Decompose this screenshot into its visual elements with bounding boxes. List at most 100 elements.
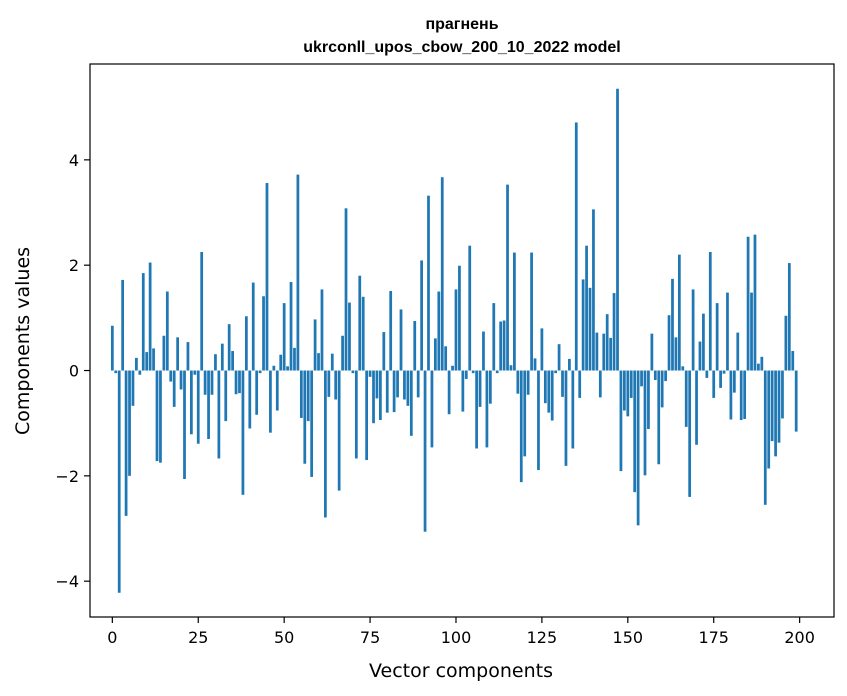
bar-component-152 (633, 370, 637, 493)
bar-component-191 (767, 370, 771, 469)
bar-component-57 (306, 370, 310, 422)
bar-component-36 (234, 370, 238, 395)
bar-component-141 (595, 332, 599, 371)
bar-component-162 (667, 315, 671, 371)
bar-component-164 (674, 337, 678, 371)
y-tick-label: −2 (55, 467, 79, 486)
bar-component-108 (482, 331, 485, 371)
bar-component-139 (588, 287, 592, 371)
bar-component-37 (238, 370, 241, 394)
bar-component-146 (612, 293, 616, 371)
bar-component-33 (224, 370, 228, 422)
bar-component-81 (389, 290, 393, 371)
x-axis-label: Vector components (369, 660, 553, 682)
x-tick-label: 125 (527, 628, 558, 647)
bar-component-151 (629, 370, 633, 398)
bar-component-0 (110, 325, 114, 371)
bar-component-52 (289, 282, 293, 371)
bar-component-107 (478, 370, 482, 407)
bar-component-25 (196, 370, 200, 444)
bar-component-90 (420, 260, 423, 371)
bar-component-182 (736, 332, 740, 371)
bar-component-137 (581, 279, 585, 371)
bar-component-38 (241, 370, 245, 495)
bar-component-96 (440, 177, 444, 371)
bar-component-21 (183, 370, 186, 480)
bar-component-88 (413, 321, 417, 371)
bar-component-120 (523, 370, 527, 457)
bar-component-113 (499, 321, 503, 371)
bar-component-91 (423, 370, 427, 532)
bar-component-181 (732, 370, 736, 393)
bar-component-192 (770, 370, 774, 442)
bar-component-132 (564, 370, 568, 466)
bar-component-27 (203, 370, 207, 395)
bar-component-98 (447, 370, 451, 415)
bar-component-187 (753, 234, 757, 371)
bar-component-61 (320, 289, 324, 371)
bar-component-110 (488, 370, 492, 404)
bar-component-116 (509, 365, 513, 371)
bar-component-157 (650, 333, 654, 371)
x-tick-label: 0 (107, 628, 117, 647)
bar-component-160 (660, 370, 664, 408)
bar-component-93 (430, 370, 434, 448)
bar-component-155 (643, 370, 647, 476)
x-tick-label: 150 (613, 628, 644, 647)
bar-component-54 (296, 174, 300, 371)
bar-component-86 (406, 370, 410, 406)
bar-component-48 (275, 370, 279, 411)
bar-component-156 (647, 370, 650, 429)
bar-component-4 (124, 370, 128, 516)
bar-component-174 (708, 252, 712, 371)
bar-component-165 (677, 254, 681, 371)
bar-component-199 (794, 370, 798, 432)
bar-component-80 (385, 370, 389, 413)
bar-component-39 (244, 316, 248, 371)
bar-component-166 (681, 366, 685, 371)
bar-component-133 (568, 358, 571, 371)
bar-component-128 (550, 370, 554, 421)
bar-component-170 (695, 370, 698, 445)
bar-component-180 (729, 370, 733, 420)
bar-component-67 (341, 335, 344, 371)
bar-component-112 (495, 370, 499, 374)
bar-component-124 (537, 370, 540, 471)
bar-component-79 (382, 332, 386, 371)
bar-component-65 (334, 370, 338, 400)
bar-component-94 (433, 338, 437, 371)
bar-component-20 (179, 370, 183, 390)
bar-component-172 (702, 313, 705, 371)
bar-component-69 (348, 302, 351, 371)
bar-component-16 (165, 291, 169, 371)
bar-component-83 (396, 370, 399, 398)
bar-component-46 (269, 370, 272, 433)
bar-component-153 (636, 370, 640, 526)
bar-component-136 (578, 370, 582, 398)
bar-component-186 (750, 292, 753, 371)
bar-component-11 (148, 262, 152, 371)
bar-component-167 (684, 370, 688, 427)
bar-component-82 (392, 370, 396, 413)
bar-component-77 (375, 370, 379, 399)
bar-component-114 (502, 320, 506, 371)
bar-component-74 (365, 370, 369, 461)
y-tick-label: 0 (69, 362, 79, 381)
bar-component-135 (574, 122, 578, 371)
bar-component-71 (354, 370, 358, 459)
bar-component-102 (461, 370, 465, 412)
bar-component-84 (399, 309, 403, 371)
x-tick-label: 100 (441, 628, 472, 647)
bar-component-195 (781, 370, 784, 419)
bar-component-5 (128, 370, 131, 476)
bar-component-169 (691, 289, 695, 371)
bar-component-14 (159, 370, 162, 463)
bar-component-95 (437, 291, 441, 371)
bar-component-17 (169, 370, 173, 382)
bar-component-147 (616, 88, 619, 371)
bar-component-177 (719, 370, 722, 388)
bar-component-121 (526, 370, 530, 395)
y-tick-label: 4 (69, 151, 79, 170)
